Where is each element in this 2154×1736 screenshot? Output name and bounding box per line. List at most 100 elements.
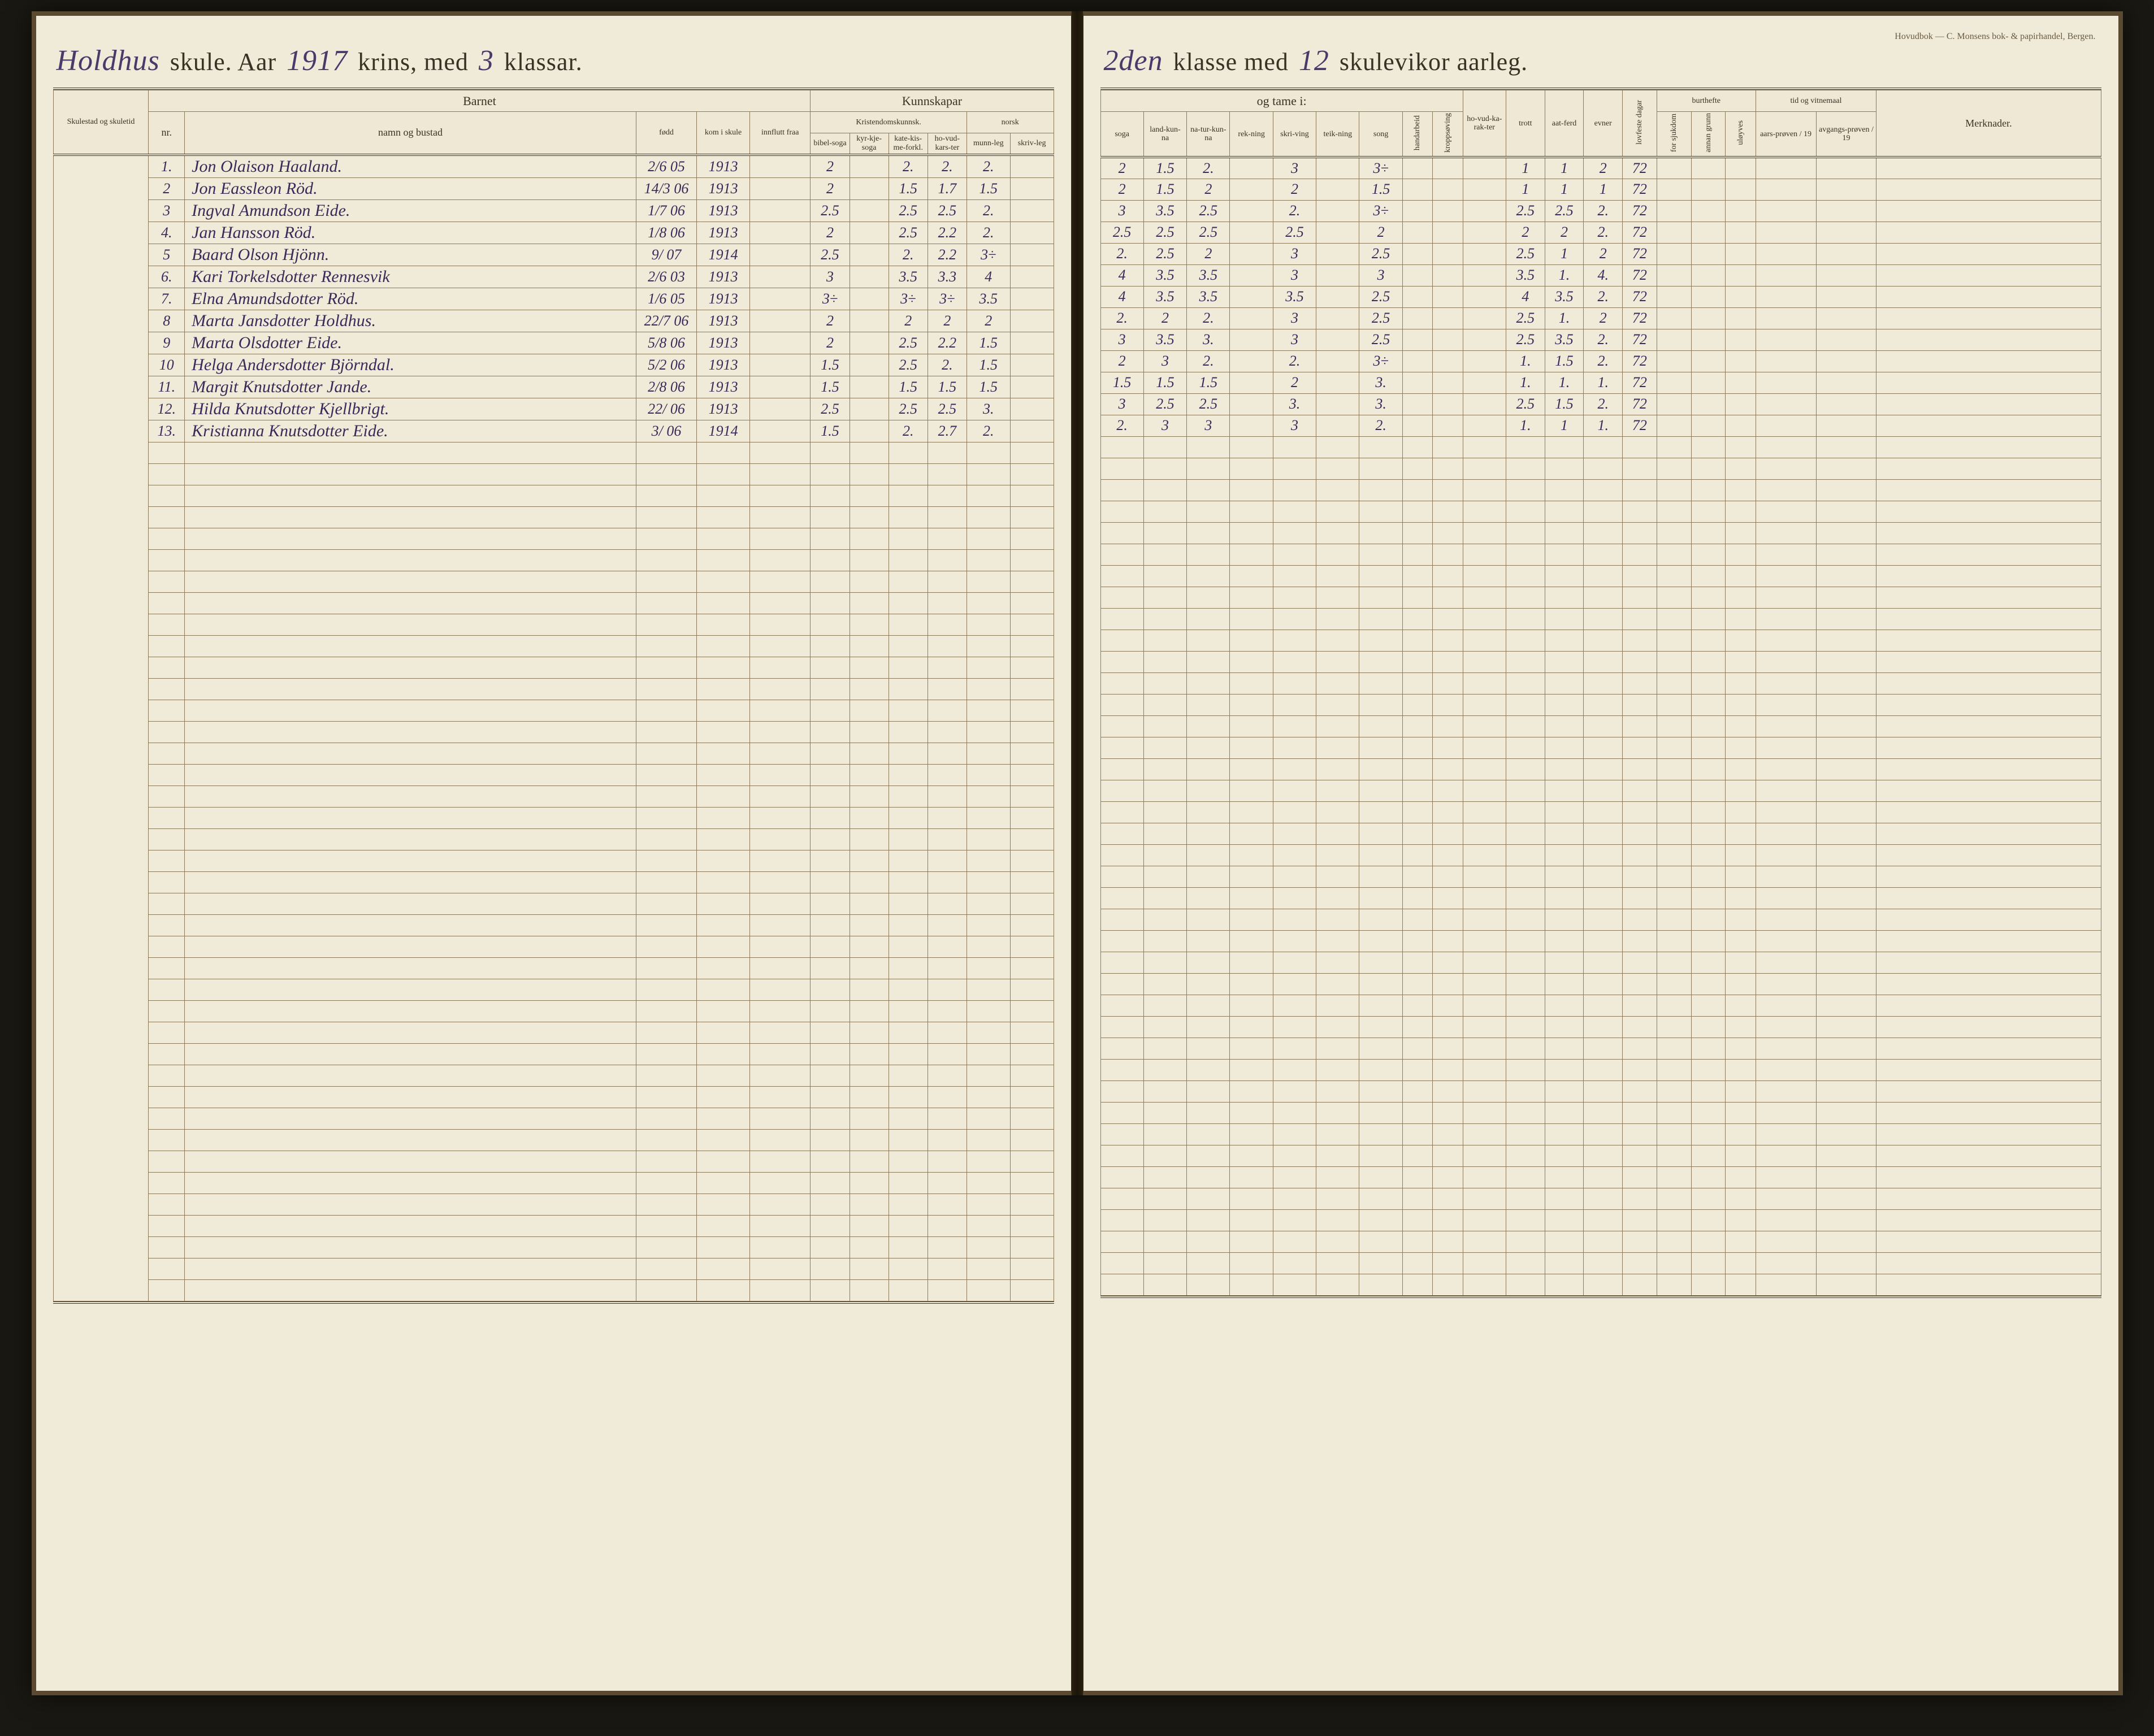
- blank-cell: [636, 1258, 697, 1279]
- blank-cell: [1316, 1145, 1359, 1166]
- blank-cell: [1316, 909, 1359, 930]
- blank-cell: [1230, 823, 1273, 844]
- blank-cell: [1143, 801, 1186, 823]
- blank-cell: [889, 1000, 928, 1022]
- blank-cell: [850, 442, 889, 463]
- blank-cell: [1726, 1231, 1756, 1252]
- blank-cell: [149, 592, 185, 614]
- blank-cell: [1402, 1123, 1432, 1145]
- blank-cell: [1506, 1016, 1545, 1038]
- blank-cell: [149, 764, 185, 785]
- blank-cell: [928, 1022, 967, 1043]
- blank-cell: [1010, 1279, 1054, 1301]
- blank-cell: [1657, 672, 1691, 694]
- cell-natur: 3.5: [1187, 264, 1230, 286]
- blank-cell: [1726, 587, 1756, 608]
- blank-cell: [697, 463, 750, 485]
- blank-cell: [1273, 823, 1316, 844]
- blank-cell: [697, 1022, 750, 1043]
- blank-cell: [1691, 1123, 1726, 1145]
- blank-cell: [850, 700, 889, 721]
- cell-ann: [1691, 243, 1726, 264]
- student-row: 2Jon Eassleon Röd.14/3 06191321.51.71.5: [53, 177, 1054, 199]
- blank-row: [1100, 630, 2101, 651]
- blank-cell: [1756, 1145, 1816, 1166]
- blank-cell: [1545, 930, 1584, 952]
- blank-cell: [889, 485, 928, 506]
- blank-cell: [636, 506, 697, 528]
- blank-cell: [1506, 909, 1545, 930]
- blank-cell: [1623, 737, 1657, 758]
- cell-aars: [1756, 350, 1816, 372]
- blank-cell: [149, 1172, 185, 1194]
- blank-cell: [1402, 1188, 1432, 1209]
- blank-cell: [1691, 1102, 1726, 1123]
- blank-cell: [1187, 501, 1230, 522]
- cell-land: 3: [1143, 350, 1186, 372]
- printed-vikor: skulevikor aarleg.: [1340, 48, 1528, 76]
- blank-cell: [928, 764, 967, 785]
- blank-cell: [1402, 866, 1432, 887]
- blank-cell: [1816, 522, 1876, 544]
- blank-cell: [1756, 1123, 1816, 1145]
- cell-lov: 72: [1623, 264, 1657, 286]
- blank-cell: [1876, 973, 2101, 995]
- blank-cell: [1756, 501, 1816, 522]
- cell-merk: [1876, 200, 2101, 222]
- cell-hov: [1463, 329, 1506, 350]
- cell-kom: 1913: [697, 155, 750, 178]
- cell-avg: [1816, 264, 1876, 286]
- blank-cell: [889, 1194, 928, 1215]
- cell-natur: 3: [1187, 415, 1230, 436]
- blank-cell: [1816, 1123, 1876, 1145]
- blank-cell: [1359, 1038, 1402, 1059]
- cell-hand: [1402, 179, 1432, 200]
- cell-evn: 1.: [1584, 415, 1623, 436]
- blank-cell: [1402, 436, 1432, 458]
- blank-cell: [967, 678, 1010, 700]
- blank-cell: [636, 463, 697, 485]
- cell-rek: [1230, 307, 1273, 329]
- cell-n2: [1010, 420, 1054, 442]
- cell-k3: 2.5: [889, 332, 928, 354]
- blank-cell: [1010, 979, 1054, 1000]
- blank-cell: [149, 614, 185, 635]
- blank-cell: [149, 957, 185, 979]
- blank-cell: [1187, 1059, 1230, 1080]
- blank-cell: [1316, 1059, 1359, 1080]
- blank-cell: [1756, 1188, 1816, 1209]
- blank-cell: [1726, 501, 1756, 522]
- blank-cell: [1273, 608, 1316, 630]
- cell-kropp: [1433, 157, 1463, 179]
- blank-cell: [928, 571, 967, 592]
- cell-avg: [1816, 307, 1876, 329]
- blank-cell: [1463, 608, 1506, 630]
- blank-cell: [697, 1236, 750, 1258]
- blank-cell: [1691, 887, 1726, 909]
- cell-natur: 2: [1187, 243, 1230, 264]
- blank-cell: [185, 936, 636, 957]
- blank-cell: [928, 850, 967, 871]
- blank-cell: [749, 807, 811, 828]
- blank-cell: [1876, 844, 2101, 866]
- blank-cell: [1433, 1145, 1463, 1166]
- blank-cell: [1623, 544, 1657, 565]
- cell-lov: 72: [1623, 243, 1657, 264]
- blank-cell: [1433, 995, 1463, 1016]
- blank-cell: [185, 828, 636, 850]
- blank-cell: [1187, 1038, 1230, 1059]
- blank-cell: [749, 1108, 811, 1129]
- blank-cell: [850, 1172, 889, 1194]
- col-soga: soga: [1100, 112, 1143, 158]
- blank-cell: [850, 485, 889, 506]
- cell-hand: [1402, 157, 1432, 179]
- blank-cell: [1316, 1166, 1359, 1188]
- blank-cell: [1657, 651, 1691, 672]
- cell-sjuk: [1657, 329, 1691, 350]
- cell-sjuk: [1657, 350, 1691, 372]
- blank-cell: [1584, 544, 1623, 565]
- group-barnet: Barnet: [149, 90, 811, 112]
- blank-row: [53, 528, 1054, 549]
- blank-cell: [889, 936, 928, 957]
- blank-cell: [749, 893, 811, 914]
